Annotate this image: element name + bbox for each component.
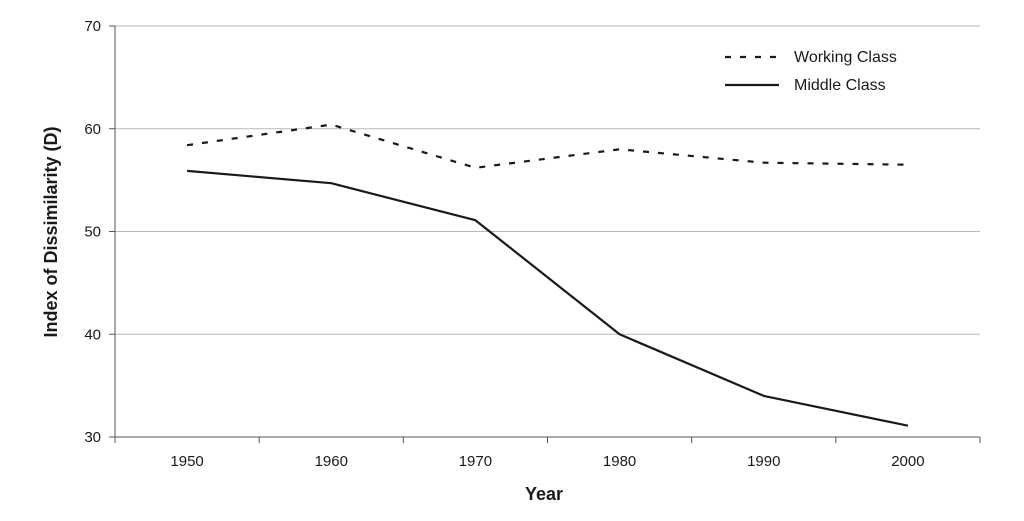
x-axis-title: Year bbox=[525, 484, 563, 504]
legend: Working Class Middle Class bbox=[725, 49, 897, 94]
y-tick-label-70: 70 bbox=[84, 18, 101, 35]
series-lines bbox=[186, 123, 909, 427]
series-line-middle-class bbox=[187, 169, 909, 427]
series-line-working-class bbox=[186, 123, 908, 169]
legend-label-working-class: Working Class bbox=[794, 49, 897, 66]
x-tick-label-2000: 2000 bbox=[891, 453, 924, 470]
y-tick-label-50: 50 bbox=[84, 224, 101, 241]
x-axis-ticks: 1950 1960 1970 1980 1990 2000 bbox=[114, 437, 981, 470]
x-tick-label-1980: 1980 bbox=[603, 453, 636, 470]
x-tick-label-1970: 1970 bbox=[459, 453, 492, 470]
legend-label-middle-class: Middle Class bbox=[794, 77, 886, 94]
y-axis-ticks: 30 40 50 60 70 bbox=[84, 18, 115, 446]
x-tick-label-1960: 1960 bbox=[315, 453, 348, 470]
gridlines bbox=[115, 25, 980, 335]
x-tick-label-1950: 1950 bbox=[170, 453, 203, 470]
y-tick-label-60: 60 bbox=[84, 121, 101, 138]
y-tick-label-30: 30 bbox=[84, 429, 101, 446]
x-tick-label-1990: 1990 bbox=[747, 453, 780, 470]
y-tick-label-40: 40 bbox=[84, 326, 101, 343]
y-axis-title: Index of Dissimilarity (D) bbox=[41, 126, 61, 337]
